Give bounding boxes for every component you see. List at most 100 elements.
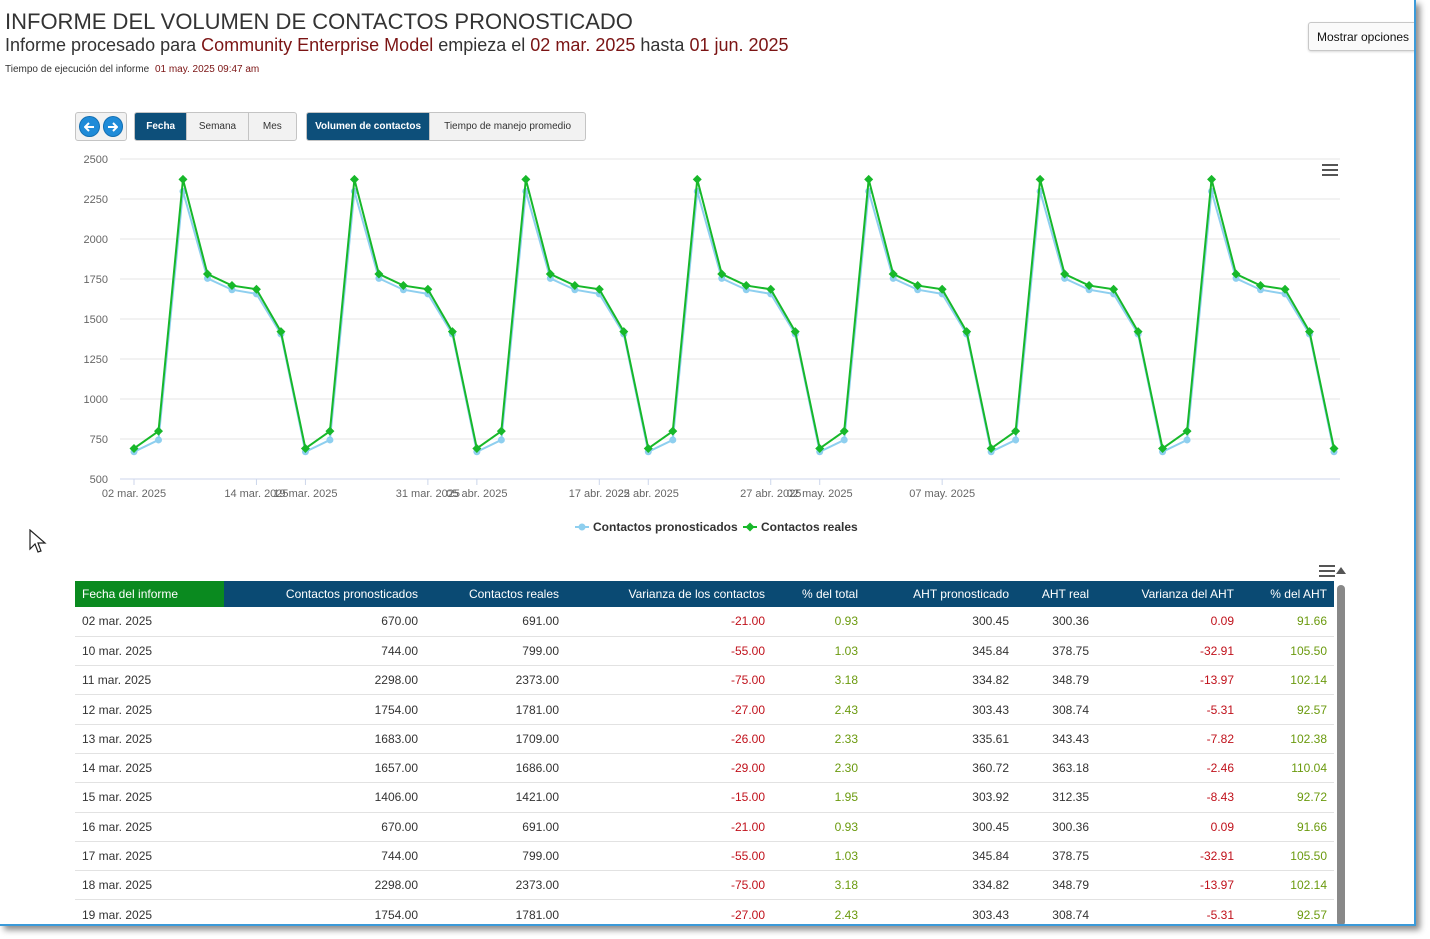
- table-cell: 1781.00: [425, 899, 566, 924]
- show-options-button[interactable]: Mostrar opciones: [1308, 22, 1414, 51]
- actual-point: [447, 327, 457, 337]
- actual-point: [1329, 443, 1339, 453]
- table-cell: -13.97: [1096, 665, 1241, 696]
- arrow-right-icon[interactable]: [102, 116, 123, 137]
- table-cell: 15 mar. 2025: [75, 782, 224, 813]
- table-cell: 1.03: [772, 841, 865, 872]
- table-cell: 799.00: [425, 636, 566, 667]
- period-fecha-button[interactable]: Fecha: [135, 113, 188, 140]
- table-cell: -15.00: [566, 782, 772, 813]
- table-body: 02 mar. 2025 670.00 691.00 -21.00 0.93 300.45…: [75, 607, 1334, 924]
- table-cell: 2298.00: [224, 665, 425, 696]
- table-cell: -21.00: [566, 607, 772, 637]
- actual-point: [1182, 426, 1192, 436]
- actual-point: [1256, 281, 1266, 291]
- table-cell: 312.35: [1016, 782, 1096, 813]
- actual-point: [1011, 426, 1021, 436]
- metric-aht-button[interactable]: Tiempo de manejo promedio: [444, 121, 572, 132]
- page-title: INFORME DEL VOLUMEN DE CONTACTOS PRONOST…: [5, 9, 633, 34]
- table-cell: 1657.00: [224, 753, 425, 784]
- table-menu-icon[interactable]: [1319, 565, 1335, 577]
- table-cell: 360.72: [865, 753, 1016, 784]
- period-mes-button[interactable]: Mes: [262, 121, 282, 132]
- legend-label[interactable]: Contactos pronosticados: [593, 520, 738, 534]
- y-tick-label: 2500: [84, 154, 108, 166]
- actual-point: [251, 284, 261, 294]
- column-header[interactable]: AHT pronosticado: [865, 581, 1016, 607]
- column-header[interactable]: Varianza de los contactos: [566, 581, 772, 607]
- scroll-up-icon[interactable]: [1336, 567, 1346, 574]
- column-header[interactable]: Fecha del informe: [75, 581, 224, 607]
- chart-menu-icon[interactable]: [1322, 164, 1338, 176]
- end-date: 01 jun. 2025: [689, 35, 789, 55]
- table-cell: 363.18: [1016, 753, 1096, 784]
- table-cell: -32.91: [1096, 636, 1241, 667]
- x-tick-label: 27 abr. 2025: [740, 488, 801, 500]
- actual-point: [300, 443, 310, 453]
- table-cell: 1754.00: [224, 694, 425, 725]
- table-cell: 91.66: [1241, 812, 1334, 842]
- y-tick-label: 1250: [84, 354, 108, 366]
- arrow-left-icon[interactable]: [79, 116, 100, 137]
- table-cell: 303.92: [865, 782, 1016, 813]
- actual-point: [741, 281, 751, 291]
- table-cell: 300.45: [865, 812, 1016, 842]
- actual-point: [398, 281, 408, 291]
- execution-time: Tiempo de ejecución del informe 01 may. …: [5, 64, 259, 75]
- legend-marker: [578, 523, 586, 531]
- x-tick-label: 07 may. 2025: [909, 488, 975, 500]
- table-cell: 300.36: [1016, 812, 1096, 842]
- metric-volume-button[interactable]: Volumen de contactos: [307, 113, 431, 140]
- actual-point: [570, 281, 580, 291]
- actual-point: [153, 426, 163, 436]
- table-cell: -27.00: [566, 899, 772, 924]
- table-cell: -55.00: [566, 636, 772, 667]
- x-tick-label: 05 abr. 2025: [446, 488, 507, 500]
- table-row: 18 mar. 2025 2298.00 2373.00 -75.00 3.18 334.…: [75, 870, 1334, 901]
- actual-point: [472, 443, 482, 453]
- actual-point: [423, 284, 433, 294]
- table-cell: 1406.00: [224, 782, 425, 813]
- table-cell: 2.33: [772, 724, 865, 754]
- column-header[interactable]: AHT real: [1016, 581, 1096, 607]
- series-line-forecast: [133, 191, 1335, 454]
- actual-point: [202, 269, 212, 279]
- period-semana-button[interactable]: Semana: [187, 113, 249, 140]
- actual-point: [1133, 327, 1143, 337]
- actual-point: [962, 327, 972, 337]
- table-cell: 16 mar. 2025: [75, 812, 224, 842]
- table-cell: 105.50: [1241, 841, 1334, 872]
- actual-point: [1035, 174, 1045, 184]
- table-row: 19 mar. 2025 1754.00 1781.00 -27.00 2.43 303.…: [75, 899, 1334, 924]
- forecast-point: [840, 436, 848, 444]
- report-window: INFORME DEL VOLUMEN DE CONTACTOS PRONOST…: [0, 0, 1416, 926]
- actual-point: [815, 443, 825, 453]
- table-cell: 1683.00: [224, 724, 425, 754]
- table-cell: 670.00: [224, 812, 425, 842]
- table-row: 02 mar. 2025 670.00 691.00 -21.00 0.93 300.45…: [75, 607, 1334, 637]
- actual-point: [766, 284, 776, 294]
- table-cell: -8.43: [1096, 782, 1241, 813]
- legend-marker: [745, 522, 755, 532]
- forecast-point: [1012, 436, 1020, 444]
- table-cell: 19 mar. 2025: [75, 899, 224, 924]
- y-tick-label: 2000: [84, 234, 108, 246]
- start-date: 02 mar. 2025: [530, 35, 636, 55]
- actual-point: [325, 426, 335, 436]
- column-header[interactable]: Contactos reales: [425, 581, 566, 607]
- column-header[interactable]: Contactos pronosticados: [224, 581, 425, 607]
- date-navigation: [75, 112, 127, 141]
- actual-point: [496, 426, 506, 436]
- column-header[interactable]: % del AHT: [1241, 581, 1334, 607]
- column-header[interactable]: % del total: [772, 581, 865, 607]
- forecast-point: [497, 436, 505, 444]
- table-scrollbar[interactable]: [1337, 585, 1345, 924]
- legend-label[interactable]: Contactos reales: [761, 520, 858, 534]
- column-header[interactable]: Varianza del AHT: [1096, 581, 1241, 607]
- table-cell: 105.50: [1241, 636, 1334, 667]
- table-cell: 11 mar. 2025: [75, 665, 224, 696]
- table-row: 12 mar. 2025 1754.00 1781.00 -27.00 2.43 303.…: [75, 694, 1334, 725]
- table-cell: 300.45: [865, 607, 1016, 637]
- x-tick-label: 14 mar. 2025: [224, 488, 288, 500]
- table-cell: 744.00: [224, 841, 425, 872]
